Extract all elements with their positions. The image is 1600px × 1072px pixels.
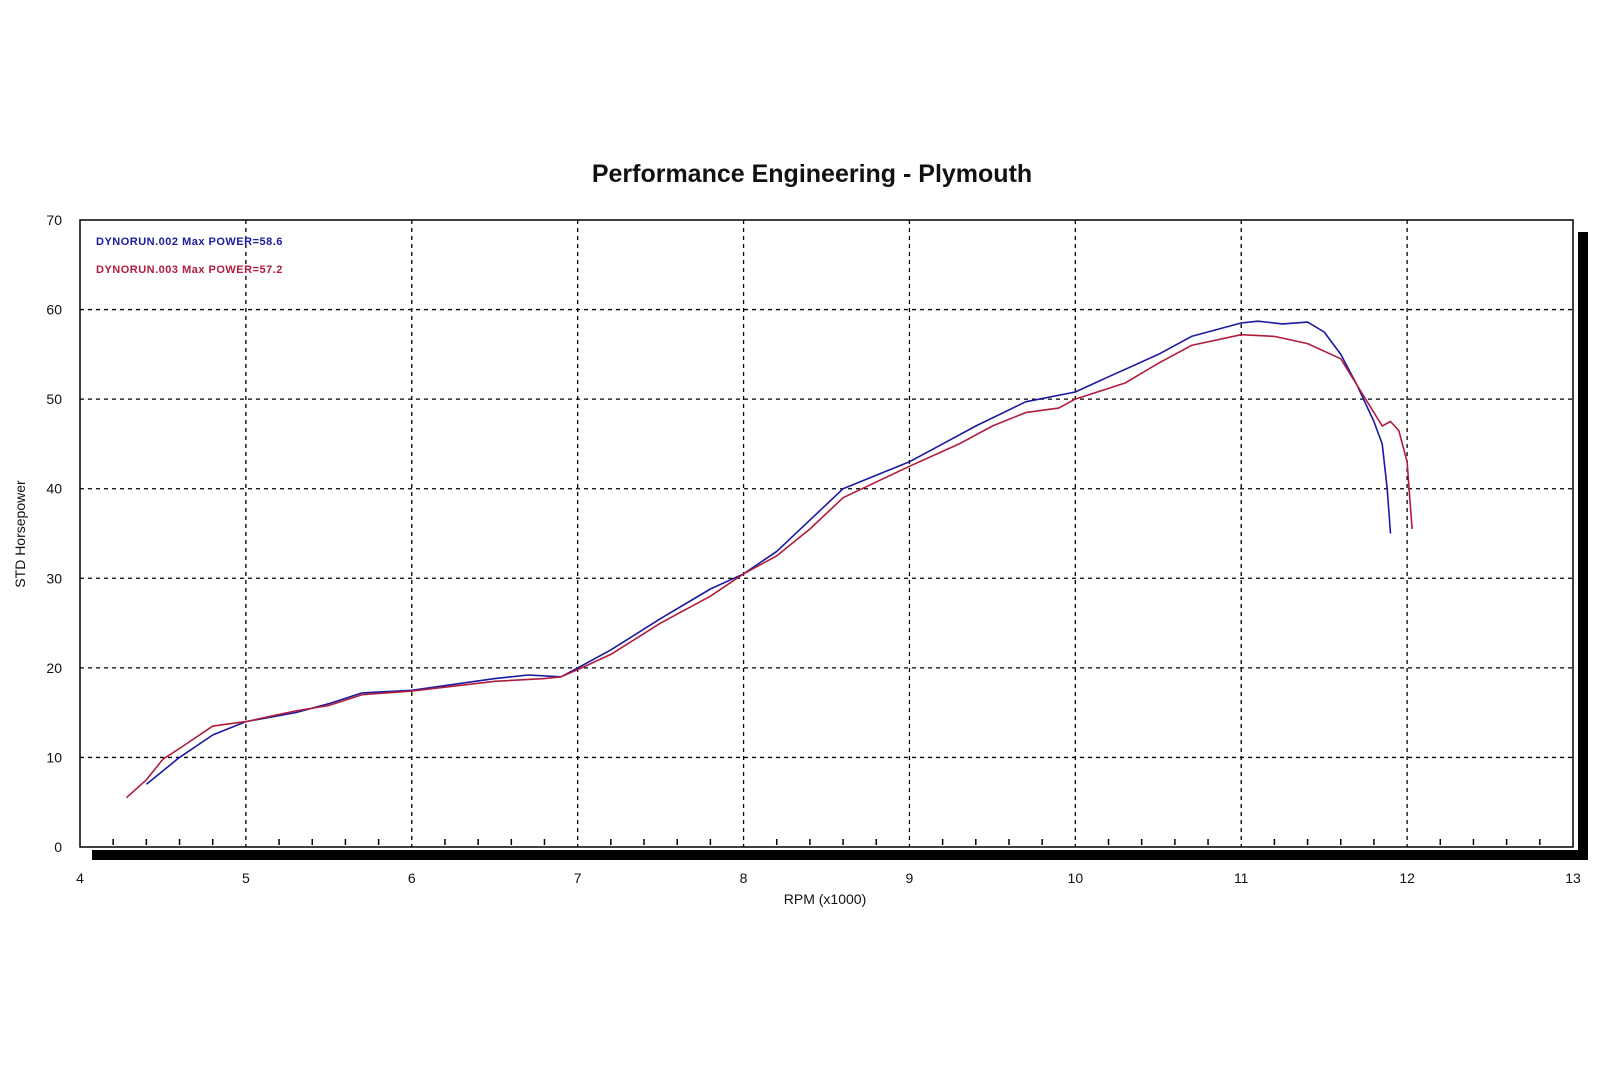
legend-entry-run002: DYNORUN.002 Max POWER=58.6 xyxy=(96,236,283,248)
y-axis-label: STD Horsepower xyxy=(12,480,28,588)
y-tick-label: 40 xyxy=(46,481,62,497)
x-tick-label: 7 xyxy=(574,870,582,886)
chart-title: Performance Engineering - Plymouth xyxy=(592,160,1032,188)
y-tick-label: 30 xyxy=(46,570,62,586)
x-tick-label: 12 xyxy=(1399,870,1415,886)
y-tick-label: 20 xyxy=(46,660,62,676)
x-tick-label: 10 xyxy=(1068,870,1084,886)
x-tick-label: 11 xyxy=(1234,870,1249,886)
grid xyxy=(80,220,1573,847)
y-tick-label: 10 xyxy=(46,749,62,765)
y-tick-label: 60 xyxy=(46,302,62,318)
plot-area xyxy=(79,219,1574,848)
x-tick-label: 4 xyxy=(76,870,84,886)
x-tick-label: 5 xyxy=(242,870,250,886)
y-tick-labels: 0 10 20 30 40 50 60 70 xyxy=(46,212,62,855)
x-tick-label: 13 xyxy=(1565,870,1581,886)
x-tick-label: 6 xyxy=(408,870,416,886)
x-tick-label: 8 xyxy=(740,870,748,886)
plot-shadow-right xyxy=(1578,232,1588,860)
x-tick-labels: 4 5 6 7 8 9 10 11 12 13 xyxy=(76,870,1581,886)
minor-ticks xyxy=(112,839,1541,845)
y-tick-label: 50 xyxy=(46,391,62,407)
y-tick-label: 70 xyxy=(46,212,62,228)
x-axis-label: RPM (x1000) xyxy=(784,891,866,907)
x-tick-label: 9 xyxy=(906,870,914,886)
plot-shadow-bottom xyxy=(92,850,1588,860)
series-line-dynorun-003 xyxy=(125,333,1413,799)
series-lines xyxy=(125,320,1413,799)
series-line-dynorun-002 xyxy=(145,320,1392,785)
legend-entry-run003: DYNORUN.003 Max POWER=57.2 xyxy=(96,264,283,276)
y-tick-label: 0 xyxy=(54,839,62,855)
